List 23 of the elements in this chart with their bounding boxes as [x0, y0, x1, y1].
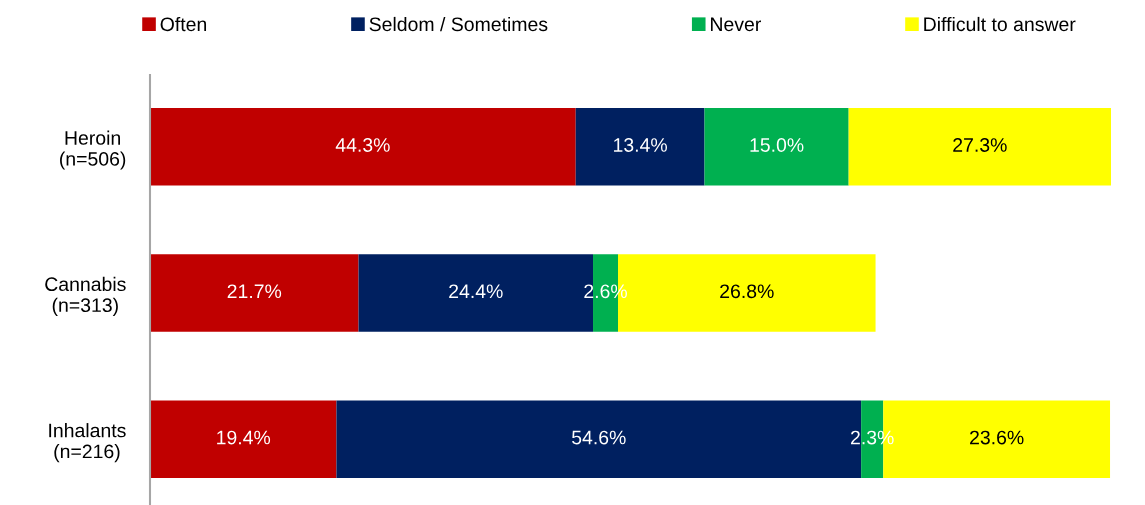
data-label: 21.7%: [227, 284, 282, 299]
data-label: 15.0%: [750, 138, 804, 152]
bar: [150, 107, 576, 186]
data-label: 44.3%: [335, 138, 390, 152]
y-tick-label: Inhalants (n=216): [49, 423, 126, 463]
data-label: 13.4%: [614, 138, 667, 152]
legend-label: Seldom / Sometimes: [369, 16, 548, 32]
data-label: 23.6%: [970, 430, 1024, 445]
data-label: 19.4%: [217, 430, 271, 445]
y-tick-label: Heroin (n=506): [60, 130, 126, 170]
legend-label: Never: [711, 17, 761, 32]
y-tick-label: Cannabis (n=313): [45, 276, 126, 316]
bar: [150, 400, 337, 478]
data-label: 24.4%: [449, 284, 503, 299]
bar: [704, 107, 849, 186]
data-label: 26.8%: [720, 284, 774, 299]
legend-label: Often: [160, 16, 207, 32]
legend-label: Difficult to answer: [924, 16, 1076, 32]
data-label: 54.6%: [572, 430, 626, 445]
data-label: 27.3%: [953, 138, 1007, 152]
bar: [575, 107, 705, 186]
bar: [150, 254, 359, 332]
bar: [848, 107, 1111, 186]
